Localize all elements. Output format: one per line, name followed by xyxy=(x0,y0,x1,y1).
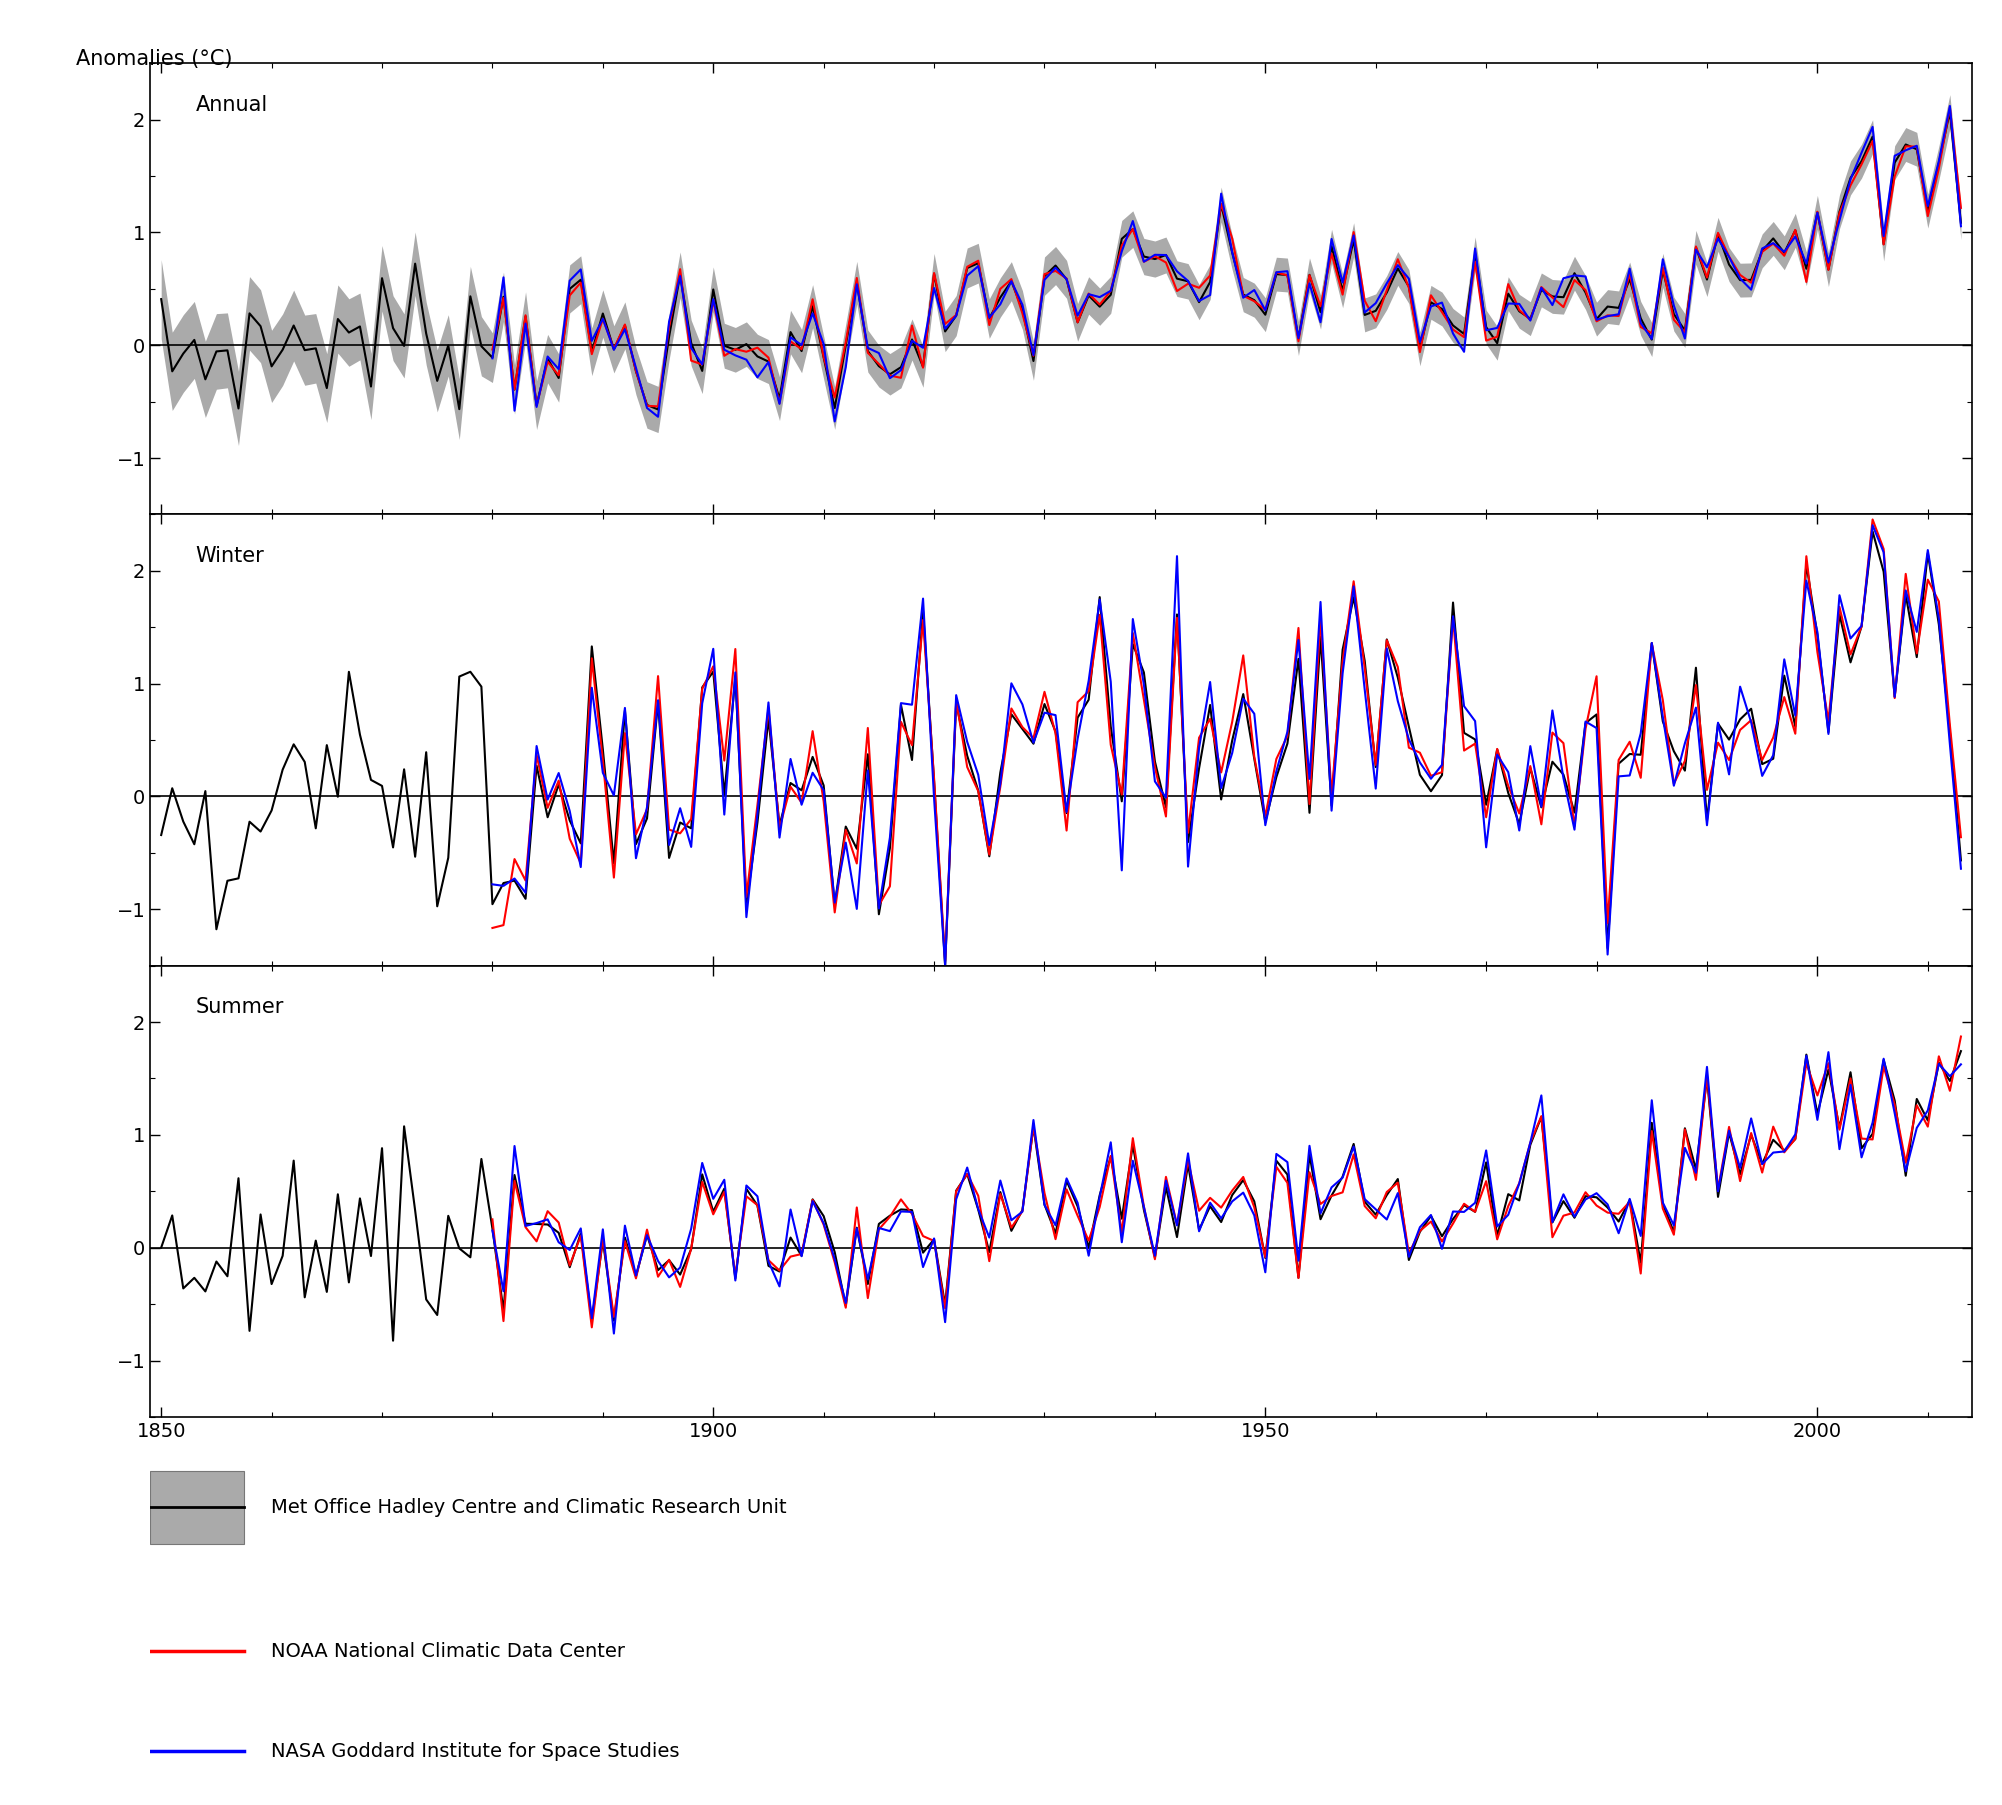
Text: Annual: Annual xyxy=(196,94,268,116)
Text: Summer: Summer xyxy=(196,996,284,1018)
Bar xyxy=(150,1471,244,1543)
Text: Winter: Winter xyxy=(196,545,264,567)
Text: Anomalies (°C): Anomalies (°C) xyxy=(76,49,232,69)
Text: NOAA National Climatic Data Center: NOAA National Climatic Data Center xyxy=(272,1641,625,1661)
Text: NASA Goddard Institute for Space Studies: NASA Goddard Institute for Space Studies xyxy=(272,1742,681,1760)
Text: Met Office Hadley Centre and Climatic Research Unit: Met Office Hadley Centre and Climatic Re… xyxy=(272,1498,787,1516)
